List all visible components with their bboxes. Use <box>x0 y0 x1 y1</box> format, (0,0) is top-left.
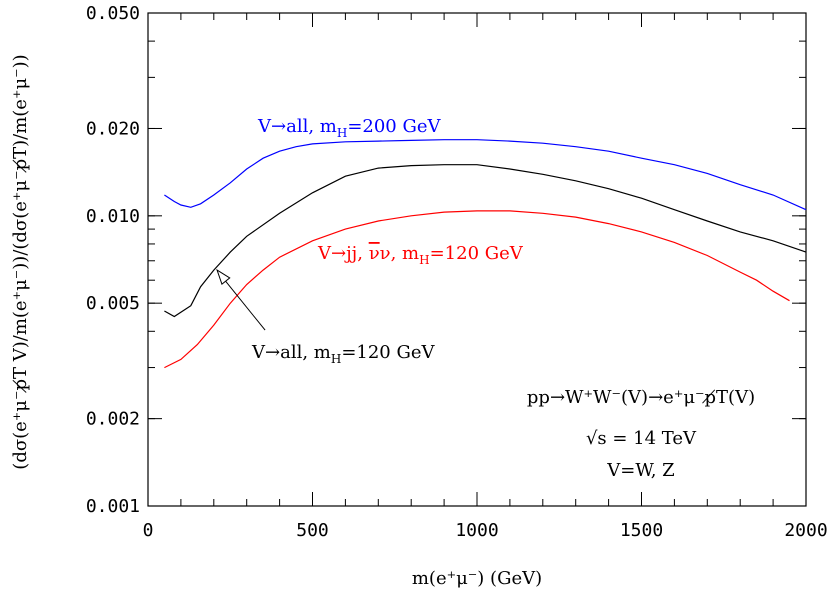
y-tick-label: 0.005 <box>86 293 140 314</box>
energy-label: √s = 14 TeV <box>586 428 697 449</box>
black-label-sub: H <box>331 352 341 366</box>
blue-curve-label: V→all, mH=200 GeV <box>257 116 442 140</box>
y-axis-label: (dσ(e⁺μ⁻p̸T V)/m(e⁺μ⁻))/(dσ(e⁺μ⁻p̸T)/m(e… <box>10 54 31 469</box>
x-tick-label: 1500 <box>620 520 663 541</box>
blue-label-tail: =200 GeV <box>347 116 441 137</box>
y-tick-label: 0.002 <box>86 409 140 430</box>
y-tick-label: 0.050 <box>86 3 140 24</box>
black-label-main: V→all, m <box>251 342 331 363</box>
axis-ticks: 0 500 1000 1500 2000 0.001 0.002 0.005 0.010 0.02… <box>86 3 828 541</box>
y-tick-label: 0.001 <box>86 496 140 517</box>
bosons-label: V=W, Z <box>606 460 674 481</box>
x-axis-label: m(e⁺μ⁻) (GeV) <box>412 568 542 589</box>
series-line <box>164 164 807 318</box>
black-label-tail: =120 GeV <box>341 342 435 363</box>
y-tick-label: 0.010 <box>86 206 140 227</box>
blue-label-main: V→all, m <box>257 116 337 137</box>
red-label-nubar: ν <box>369 243 380 264</box>
x-tick-label: 500 <box>296 520 329 541</box>
red-label-sub: H <box>419 253 429 267</box>
arrow-shaft <box>222 277 266 331</box>
x-tick-label: 2000 <box>784 520 827 541</box>
annotation-arrow <box>216 268 266 331</box>
x-tick-label: 0 <box>143 520 154 541</box>
red-label-main: V→jj, <box>317 243 369 264</box>
process-label: pp→W⁺W⁻(V)→e⁺μ⁻p̸T(V) <box>527 387 755 408</box>
series-line <box>164 139 807 211</box>
arrow-head <box>216 268 231 286</box>
red-label-mid: ν, m <box>380 243 419 264</box>
blue-label-sub: H <box>337 126 347 140</box>
x-tick-label: 1000 <box>455 520 498 541</box>
black-curve-label: V→all, mH=120 GeV <box>251 342 436 366</box>
y-tick-label: 0.020 <box>86 118 140 139</box>
series-lines <box>164 139 807 369</box>
red-curve-label: V→jj, νν, mH=120 GeV <box>317 243 524 267</box>
red-label-tail: =120 GeV <box>430 243 524 264</box>
series-line <box>164 210 790 369</box>
